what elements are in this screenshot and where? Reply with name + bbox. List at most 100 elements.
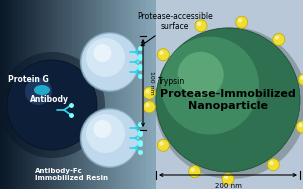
Text: Antibody: Antibody: [30, 95, 69, 104]
Bar: [139, 0, 143, 189]
Circle shape: [80, 108, 140, 168]
Bar: [78, 0, 81, 189]
Bar: [127, 0, 130, 189]
Text: 200 nm: 200 nm: [215, 183, 241, 189]
Bar: [124, 0, 128, 189]
Circle shape: [188, 166, 201, 178]
Bar: [72, 0, 76, 189]
Bar: [49, 0, 53, 189]
Bar: [26, 0, 29, 189]
Bar: [108, 0, 112, 189]
Bar: [106, 0, 109, 189]
Bar: [85, 0, 89, 189]
Bar: [46, 0, 50, 189]
Bar: [41, 0, 45, 189]
Bar: [54, 0, 58, 189]
Text: Trypsin: Trypsin: [158, 77, 185, 87]
Bar: [18, 0, 22, 189]
Bar: [5, 0, 9, 189]
Bar: [21, 0, 24, 189]
Circle shape: [269, 161, 274, 165]
Circle shape: [155, 27, 303, 179]
Circle shape: [267, 159, 279, 171]
Bar: [44, 0, 48, 189]
Circle shape: [161, 37, 259, 135]
Circle shape: [145, 89, 150, 93]
Bar: [129, 0, 133, 189]
Bar: [88, 0, 92, 189]
Circle shape: [7, 60, 97, 150]
Circle shape: [236, 16, 248, 28]
Bar: [101, 0, 104, 189]
Circle shape: [273, 33, 285, 46]
Bar: [142, 0, 146, 189]
Bar: [132, 0, 135, 189]
Bar: [80, 0, 84, 189]
Circle shape: [143, 87, 155, 99]
Bar: [103, 0, 107, 189]
Bar: [36, 0, 40, 189]
Bar: [62, 0, 65, 189]
Circle shape: [296, 121, 303, 133]
Text: Protease-accessible
surface: Protease-accessible surface: [137, 12, 213, 46]
Bar: [10, 0, 14, 189]
Text: Protease-Immobilized
Nanoparticle: Protease-Immobilized Nanoparticle: [160, 89, 296, 111]
Circle shape: [197, 22, 201, 26]
Circle shape: [156, 28, 300, 172]
Circle shape: [224, 175, 228, 179]
Circle shape: [25, 78, 52, 105]
Circle shape: [300, 76, 303, 80]
Bar: [75, 0, 78, 189]
Ellipse shape: [34, 85, 50, 95]
Bar: [95, 0, 99, 189]
Circle shape: [157, 139, 169, 151]
Bar: [119, 0, 122, 189]
Circle shape: [94, 44, 112, 62]
Circle shape: [298, 74, 303, 86]
Bar: [134, 0, 138, 189]
Bar: [23, 0, 27, 189]
Bar: [59, 0, 63, 189]
Bar: [137, 0, 141, 189]
Bar: [114, 0, 117, 189]
Bar: [31, 0, 35, 189]
Bar: [145, 0, 148, 189]
Bar: [70, 0, 73, 189]
Circle shape: [238, 18, 242, 22]
Bar: [90, 0, 94, 189]
Bar: [67, 0, 71, 189]
Text: 100 nm: 100 nm: [148, 71, 154, 95]
Circle shape: [94, 120, 112, 138]
Bar: [147, 0, 151, 189]
Circle shape: [178, 52, 224, 98]
Bar: [93, 0, 97, 189]
Bar: [111, 0, 115, 189]
Bar: [57, 0, 60, 189]
Bar: [3, 0, 6, 189]
Circle shape: [82, 33, 138, 91]
Circle shape: [80, 32, 140, 92]
Circle shape: [82, 109, 138, 167]
Circle shape: [145, 103, 150, 107]
Text: Antibody-Fc
Immobilized Resin: Antibody-Fc Immobilized Resin: [35, 168, 108, 181]
Bar: [65, 0, 68, 189]
Bar: [0, 0, 4, 189]
Circle shape: [275, 36, 279, 40]
Circle shape: [0, 52, 105, 158]
Bar: [52, 0, 55, 189]
Circle shape: [159, 51, 164, 55]
Text: Protein G: Protein G: [8, 75, 49, 84]
Bar: [13, 0, 16, 189]
Bar: [152, 0, 156, 189]
Bar: [15, 0, 19, 189]
Circle shape: [222, 173, 234, 185]
Bar: [39, 0, 42, 189]
Bar: [34, 0, 37, 189]
Bar: [98, 0, 102, 189]
Bar: [8, 0, 11, 189]
Bar: [116, 0, 120, 189]
Circle shape: [143, 101, 155, 113]
Circle shape: [157, 49, 169, 61]
Bar: [83, 0, 86, 189]
Circle shape: [86, 114, 125, 153]
